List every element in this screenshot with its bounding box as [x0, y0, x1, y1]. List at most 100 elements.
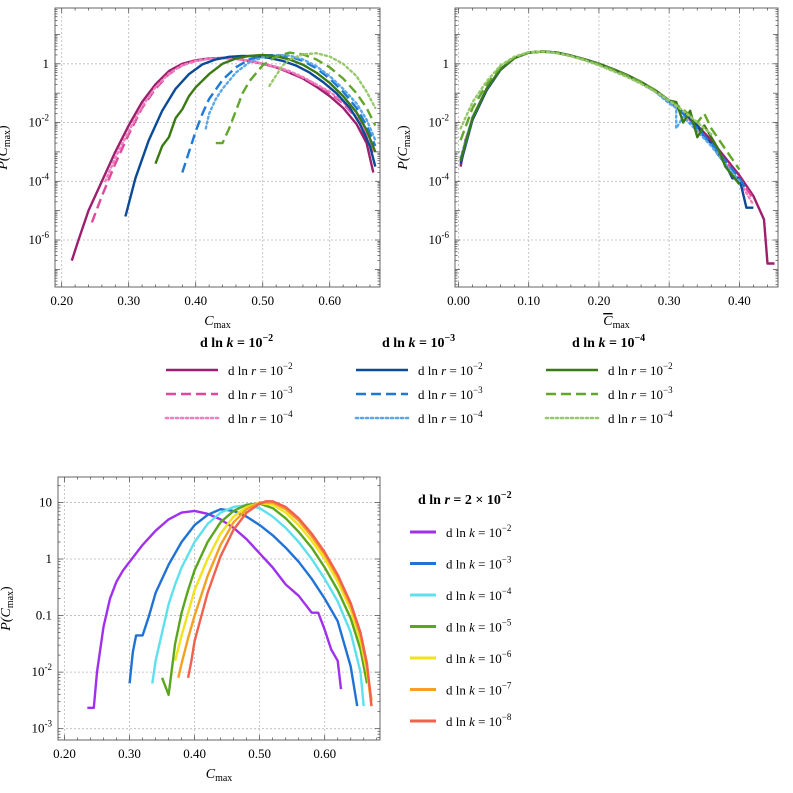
chart-bottom: 0.20 0.30 0.40 0.50 0.6010-310-20.1110CmaxP(…: [0, 476, 381, 784]
y-tick-label: 10-6: [29, 230, 50, 247]
legend-entry-label: d ln k = 10−6: [446, 649, 512, 666]
legend-entry-eq: = 10: [475, 683, 502, 698]
x-axis-label-main: C: [204, 314, 214, 329]
series-line-6: [204, 53, 377, 142]
y-tick-base: 10: [32, 721, 45, 736]
legend-entry-eq: = 10: [475, 557, 502, 572]
y-tick-label: 10-6: [429, 230, 450, 247]
y-axis-label-sub: max: [2, 130, 13, 147]
y-tick-base: 10: [429, 232, 442, 247]
gridlines: [55, 8, 380, 287]
legend-entry-exp: −5: [502, 618, 512, 628]
y-tick-label: 1: [43, 56, 50, 71]
y-tick-base: 10: [29, 115, 42, 130]
legend-entry-label: d ln k = 10−8: [446, 712, 512, 729]
y-tick-exponent: -4: [42, 171, 50, 181]
x-tick-label: 0.30: [118, 746, 141, 761]
legend-entry-label: d ln r = 10−3: [608, 385, 673, 402]
x-tick-label: 0.50: [248, 746, 271, 761]
legend-entry-label: d ln r = 10−4: [418, 409, 483, 426]
legend-entry-exp: −6: [502, 649, 512, 659]
legend-header-var: k: [408, 336, 415, 351]
axis-ticks: [55, 8, 380, 287]
series-line-2: [459, 50, 755, 200]
legend-entry-eq: = 10: [446, 411, 473, 426]
series-line-3: [459, 50, 755, 206]
series-lines: [87, 500, 373, 709]
y-tick-exponent: -2: [42, 113, 50, 123]
legend-entry-var: k: [469, 714, 475, 729]
legend-entry-eq: = 10: [475, 620, 502, 635]
y-tick-label: 10-2: [429, 113, 450, 130]
legend-entry-exp: −4: [283, 409, 293, 419]
series-line-3: [104, 56, 375, 183]
legend-entry-eq: = 10: [475, 588, 502, 603]
legend-entry-exp: −4: [663, 409, 673, 419]
legend-entry-prefix: d ln: [446, 683, 469, 698]
legend-entry-eq: = 10: [636, 411, 663, 426]
legend-column-header: d ln k = 10−2: [200, 333, 273, 351]
chart-top-right: 0.00 0.10 0.20 0.30 0.4010-610-410-21CmaxP(C…: [396, 7, 779, 331]
legend-entry-eq: = 10: [636, 387, 663, 402]
legend-entry-eq: = 10: [475, 651, 502, 666]
legend-entry-exp: −4: [502, 586, 512, 596]
y-axis-label-sub: max: [5, 591, 16, 608]
x-tick-label: 0.20: [588, 293, 611, 308]
y-tick-base: 10: [29, 232, 42, 247]
legend-header-var: k: [226, 336, 233, 351]
series-line-2: [128, 508, 359, 707]
y-tick-label: 0.1: [36, 608, 52, 623]
legend-entry-var: k: [469, 683, 475, 698]
chart-top-left: 0.20 0.30 0.40 0.50 0.6010-610-410-21CmaxP(C…: [0, 7, 381, 331]
y-tick-label: 10: [39, 494, 52, 509]
legend-entry-exp: −4: [473, 409, 483, 419]
y-tick-label: 1: [46, 551, 53, 566]
y-tick-label: 10-4: [29, 171, 50, 188]
legend-entry-prefix: d ln: [446, 588, 469, 603]
legend-entry-var: k: [469, 651, 475, 666]
y-tick-base: 0.1: [36, 608, 52, 623]
y-tick-label: 1: [443, 56, 450, 71]
y-tick-exponent: -2: [442, 113, 450, 123]
legend-header-eq: = 10: [415, 336, 444, 351]
legend-entry-var: r: [631, 411, 637, 426]
legend-entry-eq: = 10: [256, 411, 283, 426]
legend-entry-label: d ln r = 10−4: [608, 409, 673, 426]
y-tick-label: 10-3: [32, 719, 53, 736]
series-line-1: [87, 509, 343, 709]
legend-entry-label: d ln k = 10−7: [446, 681, 512, 698]
legend-header-var: r: [444, 493, 450, 508]
series-line-7: [459, 50, 741, 185]
y-tick-base: 10: [32, 664, 45, 679]
series-line-7: [186, 500, 373, 707]
series-line-6: [459, 50, 741, 183]
legend-entry-var: k: [469, 525, 475, 540]
y-tick-base: 1: [443, 56, 450, 71]
axis-ticks: [455, 8, 778, 287]
legend-header-prefix: d ln: [382, 336, 408, 351]
y-tick-exponent: -2: [45, 662, 53, 672]
series-line-9: [459, 50, 713, 136]
y-tick-base: 1: [43, 56, 50, 71]
legend-entry-exp: −7: [502, 681, 512, 691]
legend-entry-exp: −3: [473, 385, 483, 395]
legend-header-prefix: d ln: [572, 336, 598, 351]
x-tick-label: 0.60: [313, 746, 336, 761]
x-tick-label: 0.00: [447, 293, 470, 308]
legend-header-var: k: [598, 336, 605, 351]
x-tick-label: 0.30: [117, 293, 140, 308]
legend-entry-exp: −2: [283, 361, 293, 371]
x-axis-label: Cmax: [206, 767, 233, 784]
y-tick-base: 10: [429, 115, 442, 130]
y-axis-label-close: ): [0, 586, 14, 591]
y-tick-exponent: -4: [442, 171, 450, 181]
legend-entry-label: d ln k = 10−5: [446, 618, 512, 635]
legend-entry-prefix: d ln: [418, 387, 441, 402]
plot-frame: [454, 7, 779, 288]
y-tick-exponent: -6: [442, 230, 450, 240]
legend-entry-var: r: [251, 387, 257, 402]
legend-bottom-header: d ln r = 2 × 10−2: [418, 490, 512, 508]
legend-entry-prefix: d ln: [608, 411, 631, 426]
legend-entry-eq: = 10: [446, 363, 473, 378]
